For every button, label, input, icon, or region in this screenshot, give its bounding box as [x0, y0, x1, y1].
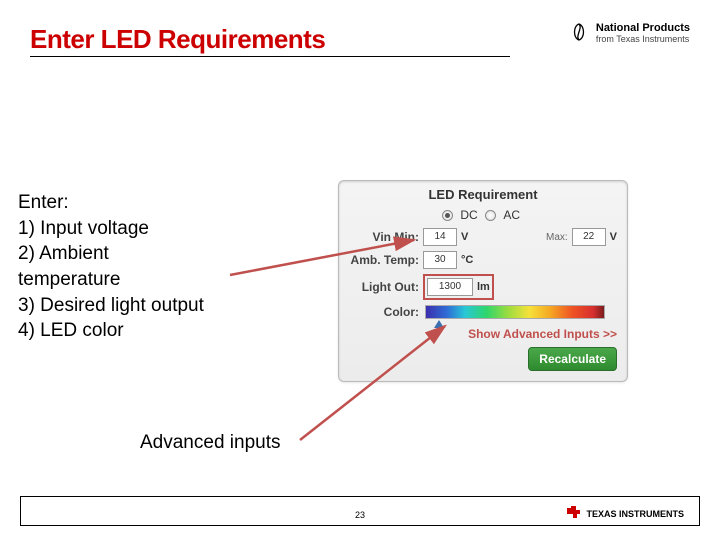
light-out-unit: lm	[477, 281, 490, 293]
vin-max-unit: V	[610, 231, 617, 243]
ac-radio[interactable]	[485, 210, 496, 221]
light-out-label: Light Out:	[349, 280, 419, 294]
instr-line4: 3) Desired light output	[18, 293, 204, 319]
vin-unit: V	[461, 231, 468, 243]
np-logo-line2: from Texas Instruments	[596, 34, 689, 44]
amb-temp-label: Amb. Temp:	[349, 253, 419, 267]
vin-max-label: Max:	[546, 232, 568, 243]
amb-temp-row: Amb. Temp: 30 °C	[349, 251, 617, 269]
ac-label: AC	[503, 208, 520, 222]
vin-max-input[interactable]: 22	[572, 228, 606, 246]
page-title: Enter LED Requirements	[30, 24, 325, 55]
light-out-row: Light Out: 1300 lm	[349, 274, 617, 300]
instr-line5: 4) LED color	[18, 318, 204, 344]
instr-line3: temperature	[18, 267, 204, 293]
np-logo-line1: National Products	[596, 22, 690, 34]
color-spectrum-slider[interactable]	[425, 305, 605, 319]
vin-min-input[interactable]: 14	[423, 228, 457, 246]
page-number: 23	[355, 510, 365, 520]
dc-ac-row: DC AC	[349, 208, 617, 222]
amb-temp-unit: °C	[461, 254, 473, 266]
vin-min-label: Vin Min:	[349, 230, 419, 244]
panel-title: LED Requirement	[349, 187, 617, 202]
amb-temp-input[interactable]: 30	[423, 251, 457, 269]
instr-line1: 1) Input voltage	[18, 216, 204, 242]
ti-chip-icon	[566, 505, 582, 522]
dc-radio[interactable]	[442, 210, 453, 221]
ti-logo: TEXAS INSTRUMENTS	[566, 505, 684, 522]
light-out-input[interactable]: 1300	[427, 278, 473, 296]
dc-label: DC	[460, 208, 477, 222]
vin-row: Vin Min: 14 V Max: 22 V	[349, 228, 617, 246]
title-underline	[30, 56, 510, 57]
recalculate-button[interactable]: Recalculate	[528, 347, 617, 371]
instr-heading: Enter:	[18, 190, 204, 216]
color-row: Color:	[349, 305, 617, 319]
instr-line2: 2) Ambient	[18, 241, 204, 267]
spectrum-cursor-icon[interactable]	[434, 320, 444, 328]
np-swirl-icon	[569, 22, 589, 45]
led-requirement-panel: LED Requirement DC AC Vin Min: 14 V Max:…	[338, 180, 628, 382]
instructions-block: Enter: 1) Input voltage 2) Ambient tempe…	[18, 190, 204, 344]
advanced-inputs-label: Advanced inputs	[140, 432, 281, 454]
national-products-logo: National Products from Texas Instruments	[569, 22, 690, 45]
ti-logo-text: TEXAS INSTRUMENTS	[586, 509, 684, 519]
color-label: Color:	[349, 305, 419, 319]
show-advanced-inputs-link[interactable]: Show Advanced Inputs >>	[349, 327, 617, 341]
light-out-highlight: 1300 lm	[423, 274, 494, 300]
